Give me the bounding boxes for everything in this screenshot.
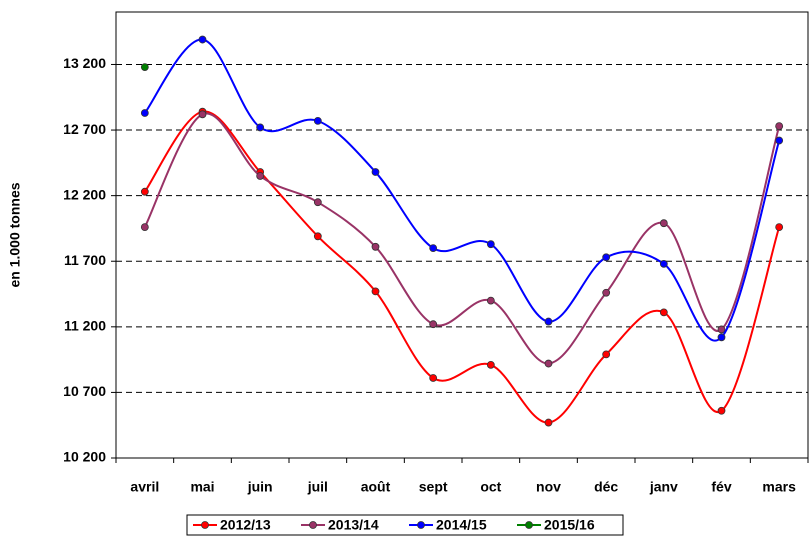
- data-point: [140, 63, 149, 71]
- legend-label: 2013/14: [328, 517, 379, 533]
- data-point: [140, 187, 149, 196]
- x-tick-label: juil: [307, 479, 328, 495]
- y-tick-label: 12 200: [63, 186, 106, 202]
- data-point: [544, 317, 553, 326]
- data-point: [602, 350, 611, 359]
- y-tick-label: 10 700: [63, 383, 106, 399]
- data-point: [659, 259, 668, 268]
- x-tick-label: sept: [419, 479, 448, 495]
- data-point: [256, 172, 265, 180]
- data-point: [544, 418, 553, 427]
- x-tick-label: fév: [711, 479, 731, 495]
- data-point: [659, 219, 668, 228]
- legend-marker: [417, 521, 425, 529]
- data-point: [256, 123, 265, 132]
- x-tick-label: avril: [130, 479, 159, 495]
- y-tick-label: 11 200: [64, 318, 106, 334]
- data-point: [659, 308, 668, 317]
- y-axis-label: en 1.000 tonnes: [7, 182, 23, 287]
- x-tick-label: juin: [247, 479, 273, 495]
- y-tick-label: 13 200: [63, 55, 106, 71]
- legend-label: 2015/16: [544, 517, 595, 533]
- series-line: [143, 112, 781, 365]
- data-point: [313, 116, 322, 125]
- data-point: [371, 168, 380, 176]
- x-tick-label: mars: [762, 479, 796, 495]
- data-point: [371, 287, 380, 296]
- data-point: [429, 320, 438, 329]
- data-point: [313, 232, 322, 241]
- data-point: [486, 360, 495, 369]
- data-point: [775, 136, 784, 145]
- data-point: [544, 359, 553, 368]
- data-point: [486, 296, 495, 305]
- data-point: [140, 223, 149, 232]
- data-point: [602, 253, 611, 262]
- legend-label: 2014/15: [436, 517, 487, 533]
- data-point: [486, 240, 495, 249]
- legend-marker: [309, 521, 317, 529]
- data-point: [717, 406, 726, 415]
- x-tick-label: oct: [480, 479, 501, 495]
- x-tick-label: mai: [190, 479, 214, 495]
- x-tick-label: nov: [536, 479, 561, 495]
- data-point: [371, 242, 380, 251]
- data-point: [717, 325, 726, 334]
- legend-marker: [201, 521, 209, 529]
- plot-frame: [115, 11, 809, 459]
- series-line: [144, 38, 781, 342]
- data-point: [313, 198, 322, 207]
- data-point: [775, 122, 784, 131]
- y-tick-label: 11 700: [64, 252, 106, 268]
- data-point: [198, 110, 207, 119]
- legend-marker: [525, 521, 533, 529]
- data-point: [198, 35, 207, 44]
- y-tick-label: 12 700: [63, 121, 106, 137]
- data-point: [717, 333, 726, 342]
- legend-box: [186, 514, 624, 536]
- data-point: [429, 244, 438, 253]
- x-tick-label: août: [361, 479, 391, 495]
- y-tick-label: 10 200: [63, 449, 106, 465]
- x-tick-label: janv: [649, 479, 678, 495]
- x-tick-label: déc: [594, 479, 618, 495]
- data-point: [602, 288, 611, 297]
- data-point: [775, 223, 784, 232]
- data-point: [429, 374, 438, 382]
- legend-label: 2012/13: [220, 517, 271, 533]
- data-point: [140, 109, 149, 117]
- series-line: [144, 110, 781, 424]
